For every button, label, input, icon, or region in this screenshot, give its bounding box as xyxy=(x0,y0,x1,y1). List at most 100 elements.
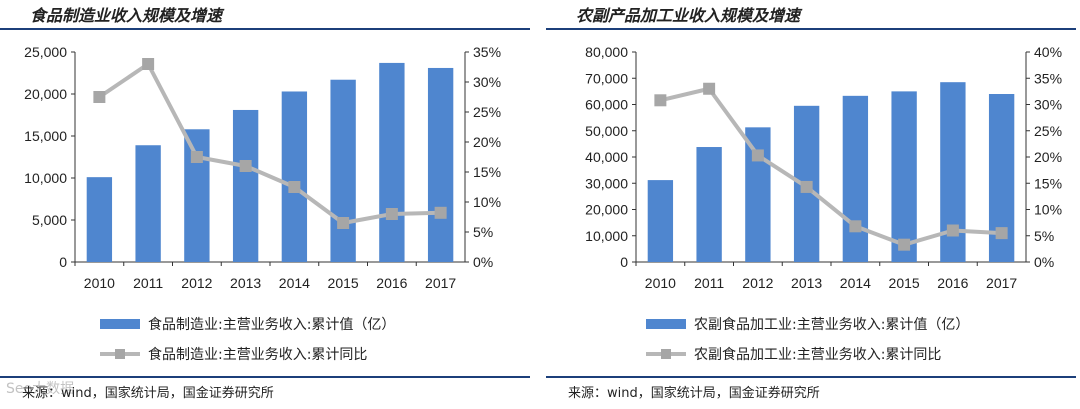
bar xyxy=(745,127,771,263)
bar xyxy=(281,91,308,262)
line-point xyxy=(190,151,203,163)
right-panel: 农副产品加工业收入规模及增速 0 10,000 20,000 30,000 40,000… xyxy=(546,0,1076,409)
top-rule xyxy=(0,28,530,30)
line-point xyxy=(849,220,862,233)
bar xyxy=(379,62,405,262)
left-panel: 食品制造业收入规模及增速 0 5,000 10,000 15,000 20,000 25,… xyxy=(0,0,530,409)
y-right-tick-label: 35% xyxy=(1034,70,1062,86)
x-tick-label: 2010 xyxy=(84,275,115,291)
line-point xyxy=(995,227,1008,240)
panel-title: 农副产品加工业收入规模及增速 xyxy=(576,6,801,25)
bar xyxy=(891,91,917,262)
legend-line-label: 食品制造业:主营业务收入:累计同比 xyxy=(148,347,368,363)
x-tick-label: 2017 xyxy=(986,275,1017,291)
line-point xyxy=(751,149,764,162)
legend-bar-label: 食品制造业:主营业务收入:累计值（亿） xyxy=(148,317,396,333)
x-tick-label: 2014 xyxy=(279,275,310,291)
y-left-tick-label: 80,000 xyxy=(585,44,628,60)
y-left-tick-label: 60,000 xyxy=(585,97,628,113)
x-tick-label: 2015 xyxy=(889,275,920,291)
legend-line-item: 农副食品加工业:主营业务收入:累计同比 xyxy=(646,344,941,364)
x-tick-label: 2017 xyxy=(425,275,456,291)
legend-bar-swatch xyxy=(100,319,140,329)
y-left-tick-label: 40,000 xyxy=(585,149,628,165)
y-right-tick-label: 35% xyxy=(473,44,501,60)
y-left-tick-label: 50,000 xyxy=(585,123,628,139)
y-left-tick-label: 0 xyxy=(620,254,628,270)
line-point xyxy=(385,208,398,220)
y-right-tick-label: 5% xyxy=(1034,228,1054,244)
y-right-tick-label: 20% xyxy=(1034,149,1062,165)
y-left-tick-label: 70,000 xyxy=(585,70,628,86)
y-right-tick-label: 10% xyxy=(1034,202,1062,218)
line-point xyxy=(703,82,716,95)
y-right-tick-label: 0% xyxy=(1034,254,1054,270)
line-point xyxy=(434,206,447,219)
x-tick-label: 2016 xyxy=(376,275,407,291)
y-left-tick-label: 0 xyxy=(59,254,67,270)
source-note: 来源：wind，国家统计局，国金证券研究所 xyxy=(568,386,820,401)
legend-bar-item: 食品制造业:主营业务收入:累计值（亿） xyxy=(100,314,395,334)
bar xyxy=(135,145,161,262)
line-point xyxy=(337,217,350,229)
bar xyxy=(647,180,674,262)
x-tick-label: 2011 xyxy=(133,275,163,291)
x-tick-label: 2016 xyxy=(937,275,968,291)
bar xyxy=(232,109,259,263)
bar xyxy=(86,177,113,262)
x-tick-label: 2013 xyxy=(791,275,822,291)
legend-bar-label: 农副食品加工业:主营业务收入:累计值（亿） xyxy=(694,317,970,333)
bottom-rule xyxy=(546,376,1076,378)
y-right-tick-label: 15% xyxy=(473,164,501,180)
panel-title: 食品制造业收入规模及增速 xyxy=(30,6,223,25)
bar xyxy=(427,67,454,263)
y-right-tick-label: 25% xyxy=(1034,123,1062,139)
y-left-tick-label: 25,000 xyxy=(24,44,67,60)
y-right-tick-label: 30% xyxy=(1034,97,1062,113)
legend-line-swatch xyxy=(100,346,140,362)
y-right-tick-label: 25% xyxy=(473,104,501,120)
line-point xyxy=(946,224,959,237)
legend-bar-item: 农副食品加工业:主营业务收入:累计值（亿） xyxy=(646,314,969,334)
line-point xyxy=(654,94,667,107)
growth-line xyxy=(659,86,1002,247)
line-point xyxy=(800,180,813,193)
y-left-tick-label: 20,000 xyxy=(585,202,628,218)
legend-bar-swatch xyxy=(646,319,686,329)
y-right-tick-label: 30% xyxy=(473,74,501,90)
y-right-tick-label: 0% xyxy=(473,254,493,270)
line-point xyxy=(93,91,106,103)
line-point xyxy=(239,160,252,172)
bar xyxy=(184,129,210,262)
x-tick-label: 2010 xyxy=(645,275,676,291)
x-tick-label: 2011 xyxy=(694,275,724,291)
y-right-tick-label: 5% xyxy=(473,224,493,240)
y-left-tick-label: 10,000 xyxy=(24,170,67,186)
line-point xyxy=(142,58,155,70)
y-right-tick-label: 20% xyxy=(473,134,501,150)
y-left-tick-label: 15,000 xyxy=(24,128,67,144)
x-tick-label: 2014 xyxy=(840,275,871,291)
bar xyxy=(842,95,869,263)
bar xyxy=(330,79,356,262)
x-tick-label: 2012 xyxy=(742,275,773,291)
y-right-tick-label: 15% xyxy=(1034,175,1062,191)
x-tick-label: 2013 xyxy=(230,275,261,291)
y-right-tick-label: 10% xyxy=(473,194,501,210)
agri-processing-chart: 0 10,000 20,000 30,000 40,000 50,000 60,000 70,… xyxy=(585,44,1062,291)
y-left-tick-label: 10,000 xyxy=(585,228,628,244)
growth-line xyxy=(98,62,441,225)
legend-line-swatch xyxy=(646,346,686,362)
legend-line-item: 食品制造业:主营业务收入:累计同比 xyxy=(100,344,367,364)
food-manufacturing-chart: 0 5,000 10,000 15,000 20,000 25,000 0% 5% 10% 15%… xyxy=(24,44,501,291)
legend-line-label: 农副食品加工业:主营业务收入:累计同比 xyxy=(694,347,942,363)
line-point xyxy=(288,181,301,193)
source-note: 来源：wind，国家统计局，国金证券研究所 xyxy=(22,386,274,401)
y-left-tick-label: 20,000 xyxy=(24,86,67,102)
x-tick-label: 2015 xyxy=(328,275,359,291)
x-tick-label: 2012 xyxy=(181,275,212,291)
y-right-tick-label: 40% xyxy=(1034,44,1062,60)
y-left-tick-label: 5,000 xyxy=(32,212,67,228)
top-rule xyxy=(546,28,1076,30)
bar xyxy=(696,147,722,262)
